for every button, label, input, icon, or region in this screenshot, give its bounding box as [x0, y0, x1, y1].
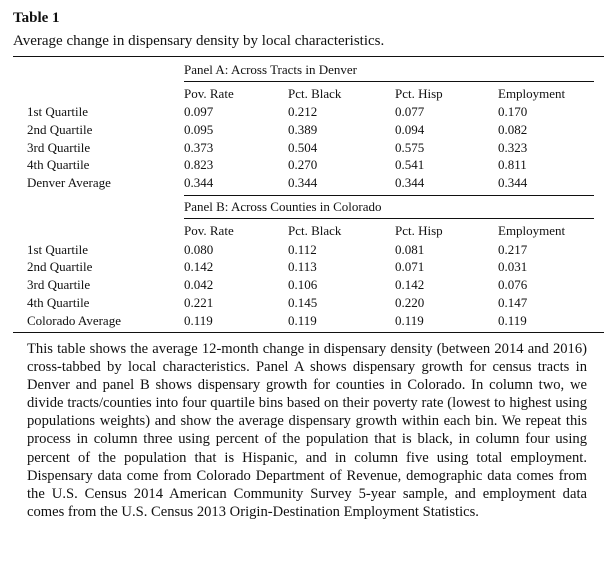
table-label: Table 1 — [13, 10, 60, 26]
column-header: Employment — [498, 86, 566, 101]
top-rule — [13, 56, 604, 57]
table-row: 2nd Quartile 0.095 0.389 0.094 0.082 — [0, 122, 616, 140]
table-cell: 0.042 — [184, 277, 214, 292]
table-cell: 0.119 — [395, 313, 424, 328]
table-cell: 0.323 — [498, 140, 528, 155]
table-cell: 0.094 — [395, 122, 425, 137]
table-cell: 0.220 — [395, 295, 425, 310]
column-header: Pct. Hisp — [395, 86, 443, 101]
table-cell: 0.504 — [288, 140, 318, 155]
table-cell: 0.113 — [288, 259, 317, 274]
table-cell: 0.080 — [184, 242, 214, 257]
table-row: 1st Quartile 0.097 0.212 0.077 0.170 — [0, 104, 616, 122]
table-cell: 0.541 — [395, 157, 425, 172]
table-cell: 0.344 — [395, 175, 425, 190]
table-cell: 0.212 — [288, 104, 318, 119]
row-label: Denver Average — [27, 175, 111, 190]
column-header: Pct. Black — [288, 223, 342, 238]
table-cell: 0.221 — [184, 295, 214, 310]
table-cell: 0.097 — [184, 104, 214, 119]
table-cell: 0.071 — [395, 259, 425, 274]
panel-b-top-rule — [184, 195, 594, 196]
table-cell: 0.031 — [498, 259, 528, 274]
table-row: 3rd Quartile 0.373 0.504 0.575 0.323 — [0, 140, 616, 158]
table-cell: 0.217 — [498, 242, 528, 257]
table-cell: 0.811 — [498, 157, 527, 172]
row-label: 2nd Quartile — [27, 122, 93, 137]
table-caption: Average change in dispensary density by … — [13, 33, 385, 49]
table-row: 1st Quartile 0.080 0.112 0.081 0.217 — [0, 242, 616, 260]
table-cell: 0.112 — [288, 242, 317, 257]
table-cell: 0.082 — [498, 122, 528, 137]
table-row: 3rd Quartile 0.042 0.106 0.142 0.076 — [0, 277, 616, 295]
row-label: 2nd Quartile — [27, 259, 93, 274]
table-cell: 0.145 — [288, 295, 318, 310]
table-cell: 0.119 — [288, 313, 317, 328]
table-cell: 0.170 — [498, 104, 528, 119]
column-header: Pct. Hisp — [395, 223, 443, 238]
panel-a-header-row: Pov. Rate Pct. Black Pct. Hisp Employmen… — [0, 86, 616, 104]
table-cell: 0.575 — [395, 140, 425, 155]
table-row: Colorado Average 0.119 0.119 0.119 0.119 — [0, 313, 616, 331]
table-row: 2nd Quartile 0.142 0.113 0.071 0.031 — [0, 259, 616, 277]
column-header: Employment — [498, 223, 566, 238]
table-cell: 0.147 — [498, 295, 528, 310]
panel-b-heading: Panel B: Across Counties in Colorado — [184, 199, 382, 214]
table-cell: 0.389 — [288, 122, 318, 137]
table-row: 4th Quartile 0.823 0.270 0.541 0.811 — [0, 157, 616, 175]
column-header: Pov. Rate — [184, 86, 234, 101]
table-cell: 0.270 — [288, 157, 318, 172]
table-cell: 0.344 — [498, 175, 528, 190]
row-label: 3rd Quartile — [27, 140, 91, 155]
table-note: This table shows the average 12-month ch… — [27, 341, 587, 520]
table-cell: 0.373 — [184, 140, 214, 155]
table-cell: 0.077 — [395, 104, 425, 119]
column-header: Pct. Black — [288, 86, 342, 101]
table-cell: 0.076 — [498, 277, 528, 292]
table-cell: 0.081 — [395, 242, 425, 257]
row-label: Colorado Average — [27, 313, 121, 328]
table-cell: 0.095 — [184, 122, 214, 137]
row-label: 1st Quartile — [27, 104, 89, 119]
table-cell: 0.823 — [184, 157, 214, 172]
column-header: Pov. Rate — [184, 223, 234, 238]
table-cell: 0.119 — [184, 313, 213, 328]
panel-b-rule — [184, 218, 594, 219]
row-label: 4th Quartile — [27, 295, 90, 310]
panel-b-header-row: Pov. Rate Pct. Black Pct. Hisp Employmen… — [0, 223, 616, 241]
table-row: 4th Quartile 0.221 0.145 0.220 0.147 — [0, 295, 616, 313]
table-row: Denver Average 0.344 0.344 0.344 0.344 — [0, 175, 616, 193]
table-cell: 0.119 — [498, 313, 527, 328]
table-cell: 0.142 — [395, 277, 425, 292]
table-cell: 0.142 — [184, 259, 214, 274]
panel-a-rule — [184, 81, 594, 82]
table-cell: 0.344 — [288, 175, 318, 190]
row-label: 3rd Quartile — [27, 277, 91, 292]
panel-a-heading: Panel A: Across Tracts in Denver — [184, 62, 357, 77]
row-label: 1st Quartile — [27, 242, 89, 257]
row-label: 4th Quartile — [27, 157, 90, 172]
table-cell: 0.344 — [184, 175, 214, 190]
table-cell: 0.106 — [288, 277, 318, 292]
bottom-rule — [13, 332, 604, 333]
